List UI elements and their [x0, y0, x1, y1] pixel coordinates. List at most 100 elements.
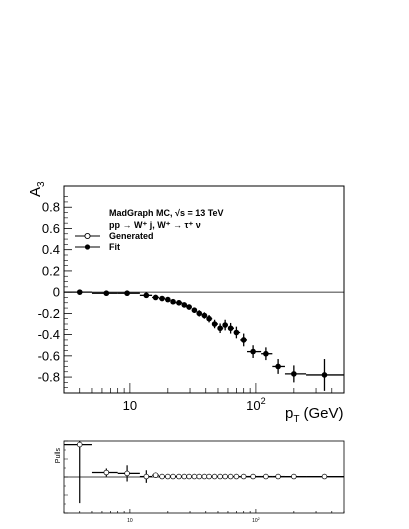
fit-marker — [263, 350, 269, 357]
fit-marker — [217, 325, 223, 332]
y-tick-label: 0.6 — [42, 221, 60, 236]
fit-marker — [196, 310, 203, 317]
pull-point — [247, 473, 262, 480]
legend-fit-label: Fit — [109, 242, 120, 252]
x-tick-label: 10 — [123, 398, 137, 413]
fit-point — [181, 302, 188, 308]
generated-marker — [186, 304, 192, 310]
fit-point — [191, 307, 198, 314]
pull-marker — [124, 470, 130, 477]
pull-point — [91, 468, 118, 477]
y-tick-label: -0.2 — [38, 306, 60, 321]
main-chart-panel: 0.8 0.6 0.4 0.2 0 -0.2 -0.4 -0.6 -0.8 10 102 A3 p… — [27, 181, 345, 425]
pull-marker — [227, 473, 234, 480]
generated-marker — [291, 371, 297, 377]
pull-point — [175, 473, 183, 480]
pull-point — [196, 473, 202, 480]
generated-marker — [165, 297, 171, 303]
pulls-y-axis-label: Pulls — [55, 448, 62, 464]
pull-marker — [233, 473, 240, 480]
pull-marker — [159, 473, 165, 480]
pull-point — [117, 465, 140, 482]
pull-point — [233, 473, 241, 480]
y-tick-label: -0.8 — [38, 370, 60, 385]
fit-marker — [181, 302, 188, 308]
generated-marker — [263, 351, 269, 357]
generated-marker — [212, 321, 218, 327]
fit-marker — [321, 372, 328, 378]
x-tick-label: 102 — [252, 517, 260, 524]
generated-marker — [206, 316, 212, 322]
x-tick-label: 10 — [127, 518, 133, 524]
fit-point — [139, 292, 153, 299]
generated-marker — [143, 292, 149, 298]
pull-point — [240, 473, 248, 480]
fit-point — [272, 359, 285, 374]
pull-point — [272, 473, 285, 480]
pull-point — [227, 473, 234, 480]
generated-marker — [217, 325, 223, 331]
fit-marker — [165, 296, 171, 303]
pull-marker — [186, 473, 192, 480]
pull-marker — [181, 473, 188, 480]
fit-point — [247, 345, 262, 358]
fit-point — [233, 326, 241, 339]
pull-point — [165, 473, 171, 480]
fit-point — [306, 359, 344, 391]
pull-point — [139, 470, 153, 483]
pull-point — [261, 473, 273, 480]
generated-marker — [159, 296, 165, 302]
fit-marker — [103, 290, 110, 297]
pull-marker — [217, 473, 223, 480]
generated-marker — [228, 325, 234, 331]
fit-point — [170, 298, 176, 305]
generated-marker — [196, 310, 202, 316]
y-tick-label: 0 — [53, 285, 60, 300]
pull-marker — [250, 473, 256, 480]
fit-marker — [211, 321, 218, 327]
generated-marker — [176, 300, 182, 306]
pull-point — [222, 473, 228, 480]
y-tick-label: 0.4 — [42, 242, 60, 257]
fit-marker — [159, 295, 165, 302]
legend-generated-label: Generated — [109, 231, 154, 241]
generated-marker — [250, 349, 256, 355]
pull-point — [217, 473, 224, 480]
pulls-x-axis-ticks: 10 102 — [63, 509, 345, 524]
y-axis-ticks: 0.8 0.6 0.4 0.2 0 -0.2 -0.4 -0.6 -0.8 — [38, 196, 72, 388]
fit-marker — [191, 307, 198, 314]
fit-marker — [152, 294, 159, 301]
legend-fit: Fit — [75, 242, 120, 252]
generated-marker — [321, 372, 327, 378]
fit-point — [284, 365, 307, 383]
generated-marker — [170, 299, 176, 305]
pulls-chart-panel: 10 102 Pulls — [55, 440, 345, 524]
pull-marker — [263, 473, 269, 480]
pull-marker — [291, 473, 297, 480]
x-axis-label: pT (GeV) — [285, 405, 343, 425]
fit-marker — [124, 290, 130, 297]
pull-marker — [240, 473, 247, 480]
fit-marker — [143, 292, 150, 299]
generated-marker — [181, 302, 187, 308]
y-axis-label: A3 — [27, 181, 47, 197]
pulls-series — [64, 441, 344, 504]
x-axis-ticks: 10 102 — [63, 383, 345, 413]
generated-marker — [201, 313, 207, 319]
pull-marker — [103, 469, 110, 476]
pull-point — [191, 473, 198, 480]
pull-point — [64, 441, 92, 504]
pull-marker — [321, 473, 328, 480]
fit-marker — [206, 315, 212, 322]
fit-marker — [250, 348, 256, 355]
fit-marker — [201, 312, 208, 319]
pull-point — [186, 473, 192, 480]
pull-marker — [152, 472, 159, 478]
pull-marker — [196, 473, 202, 480]
y-tick-label: 0.2 — [42, 263, 60, 278]
y-tick-label: -0.6 — [38, 348, 60, 363]
pull-point — [211, 473, 218, 480]
pull-marker — [211, 473, 218, 480]
main-plot-frame — [63, 185, 345, 394]
